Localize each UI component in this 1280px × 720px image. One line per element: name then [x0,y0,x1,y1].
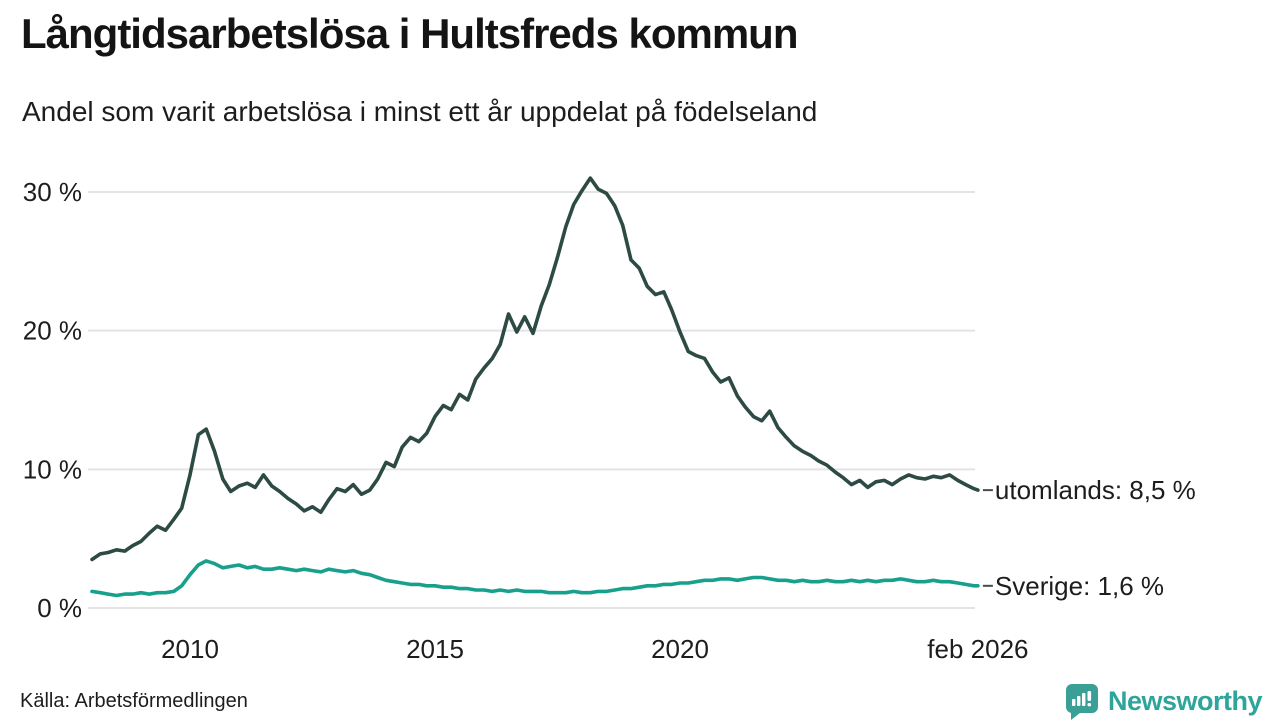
series-end-label-sverige: Sverige: 1,6 % [994,570,1164,601]
y-tick-label: 10 % [23,454,82,484]
x-tick-label: 2010 [161,634,219,664]
chart-title: Långtidsarbetslösa i Hultsfreds kommun [21,10,798,57]
y-tick-label: 30 % [23,177,82,207]
series-line-utomlands [90,176,980,562]
x-tick-label: 2015 [406,634,464,664]
series-line-sverige [90,559,980,598]
y-tick-label: 20 % [23,316,82,346]
y-tick-label: 0 % [37,593,82,623]
newsworthy-logo-text: Newsworthy [1107,685,1263,716]
newsworthy-speech-bubble-bar-chart-icon [1065,683,1098,720]
newsworthy-logo: Newsworthy [1064,682,1263,720]
chart-subtitle: Andel som varit arbetslösa i minst ett å… [22,96,818,127]
series-end-label-utomlands: utomlands: 8,5 % [994,475,1196,506]
source-note: Källa: Arbetsförmedlingen [20,690,248,712]
x-tick-label: 2020 [651,634,709,664]
x-tick-label: feb 2026 [927,634,1028,664]
